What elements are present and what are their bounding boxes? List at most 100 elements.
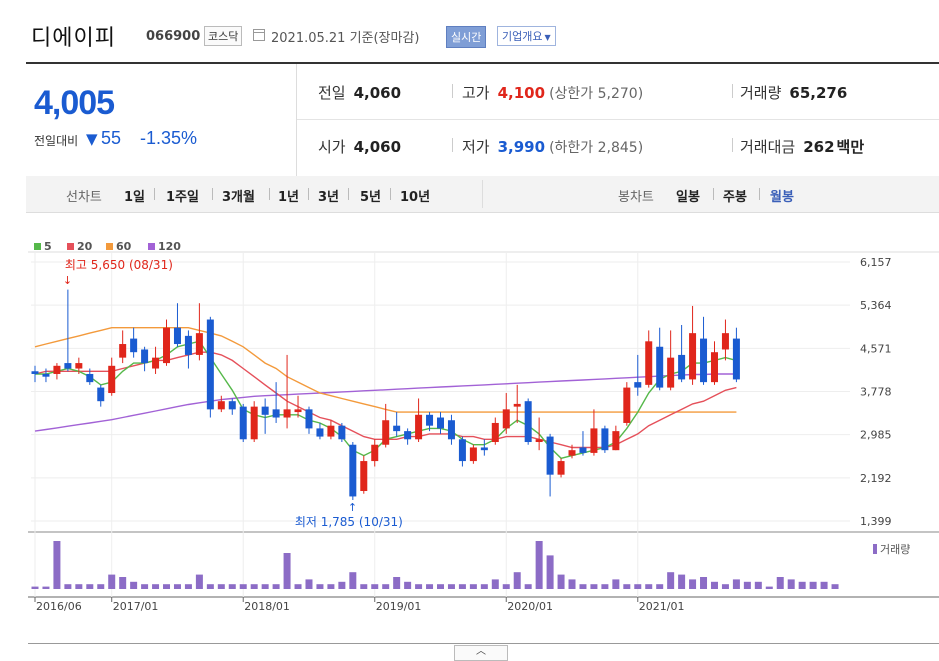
down-arrow-icon: ▼	[86, 130, 98, 148]
volume-bar	[469, 584, 477, 589]
period-1y[interactable]: 1년	[278, 190, 300, 205]
high-value: 4,100	[497, 84, 546, 102]
candle-body	[119, 344, 127, 358]
collapse-button[interactable]: ︿	[454, 645, 508, 661]
volume-bar	[404, 581, 412, 589]
candle-body	[239, 406, 247, 440]
candle-body	[338, 425, 346, 440]
volume-bar	[195, 574, 203, 589]
period-3m[interactable]: 3개월	[222, 190, 255, 205]
legend-label: 20	[77, 240, 93, 253]
change-rate: -1.35%	[140, 128, 198, 148]
candle-body	[645, 341, 653, 385]
period-10y[interactable]: 10년	[400, 190, 431, 205]
volume-bar	[831, 584, 839, 589]
candle-body	[689, 333, 697, 380]
realtime-button[interactable]: 실시간	[446, 26, 487, 48]
y-tick-label: 2,192	[860, 472, 892, 485]
low-annotation: 최저 1,785 (10/31)	[295, 515, 403, 529]
candle-daily[interactable]: 일봉	[676, 190, 700, 205]
volume-bar	[678, 574, 686, 589]
volume-bar	[338, 581, 346, 589]
period-1w[interactable]: 1주일	[166, 190, 199, 205]
volume-bar	[206, 584, 214, 589]
volume-bar	[480, 584, 488, 589]
candle-body	[700, 338, 708, 383]
period-3y[interactable]: 3년	[318, 190, 340, 205]
candle-body	[579, 447, 587, 453]
company-name: 디에이피	[31, 26, 116, 51]
candle-body	[513, 403, 521, 407]
x-tick-label: 2017/01	[113, 600, 159, 613]
volume-bar	[53, 541, 61, 589]
candle-body	[557, 461, 565, 475]
legend-label: 5	[44, 240, 52, 253]
y-tick-label: 4,571	[860, 342, 892, 355]
volume-bar	[327, 584, 335, 589]
candle-body	[502, 409, 510, 429]
candle-body	[195, 333, 203, 355]
volume-bar	[415, 584, 423, 589]
volume-bar	[163, 584, 171, 589]
candle-weekly[interactable]: 주봉	[723, 190, 747, 205]
legend-label: 60	[116, 240, 132, 253]
volume-bar	[360, 584, 368, 589]
stock-chart: 6,157 5,364 4,571 3,778 2,985 2,192 1,399 2016/…	[28, 240, 939, 644]
volume-bar	[239, 584, 247, 589]
candle-body	[53, 365, 61, 374]
candle-body	[382, 420, 390, 445]
candle-body	[261, 406, 269, 415]
volume-bar	[601, 584, 609, 589]
candle-body	[480, 447, 488, 451]
calendar-icon	[253, 29, 265, 41]
volume-bar	[612, 579, 620, 589]
change-label: 전일대비	[34, 134, 79, 148]
candle-body	[217, 401, 225, 410]
candle-body	[732, 338, 740, 380]
volume-bar	[437, 584, 444, 589]
candle-body	[152, 357, 160, 369]
period-5y[interactable]: 5년	[360, 190, 382, 205]
candle-body	[31, 371, 39, 374]
candle-monthly[interactable]: 월봉	[770, 190, 794, 205]
volume-bar	[590, 584, 598, 589]
volume-bar	[64, 584, 72, 589]
y-tick-label: 6,157	[860, 256, 892, 269]
current-price: 4,005	[34, 84, 115, 122]
period-1d[interactable]: 1일	[124, 190, 146, 205]
volume-bar	[546, 555, 554, 589]
volume-bar	[579, 584, 587, 589]
candle-body	[678, 354, 686, 380]
candle-body	[272, 409, 280, 418]
volume-bar	[721, 584, 729, 589]
volume-bar	[141, 584, 149, 589]
corp-info-button[interactable]: 기업개요 ▼	[497, 26, 556, 46]
volume-bar	[809, 581, 817, 589]
volume-bar	[743, 581, 751, 589]
volume-bar	[535, 541, 543, 589]
volume-bar	[656, 584, 664, 589]
candle-body	[108, 365, 116, 394]
volume-bar	[458, 584, 466, 589]
candle-body	[393, 425, 401, 432]
volume-bar	[700, 577, 708, 589]
high-arrow-icon: ↓	[63, 274, 72, 287]
candle-body	[568, 450, 576, 456]
volume-bar	[97, 584, 105, 589]
volume-legend-swatch	[873, 544, 877, 554]
candle-body	[97, 387, 105, 402]
candle-body	[360, 461, 368, 492]
volume-bar	[798, 581, 806, 589]
candle-body	[437, 417, 444, 429]
candle-body	[163, 327, 171, 364]
volume-bar	[645, 584, 653, 589]
candle-body	[327, 425, 335, 437]
y-tick-label: 5,364	[860, 299, 892, 312]
volume-bar	[524, 584, 532, 589]
candle-body	[64, 363, 72, 369]
volume-bar	[623, 584, 631, 589]
legend-label: 120	[158, 240, 181, 253]
market-badge: 코스닥	[204, 26, 243, 46]
ma60-line	[34, 326, 737, 413]
candle-body	[316, 428, 324, 437]
